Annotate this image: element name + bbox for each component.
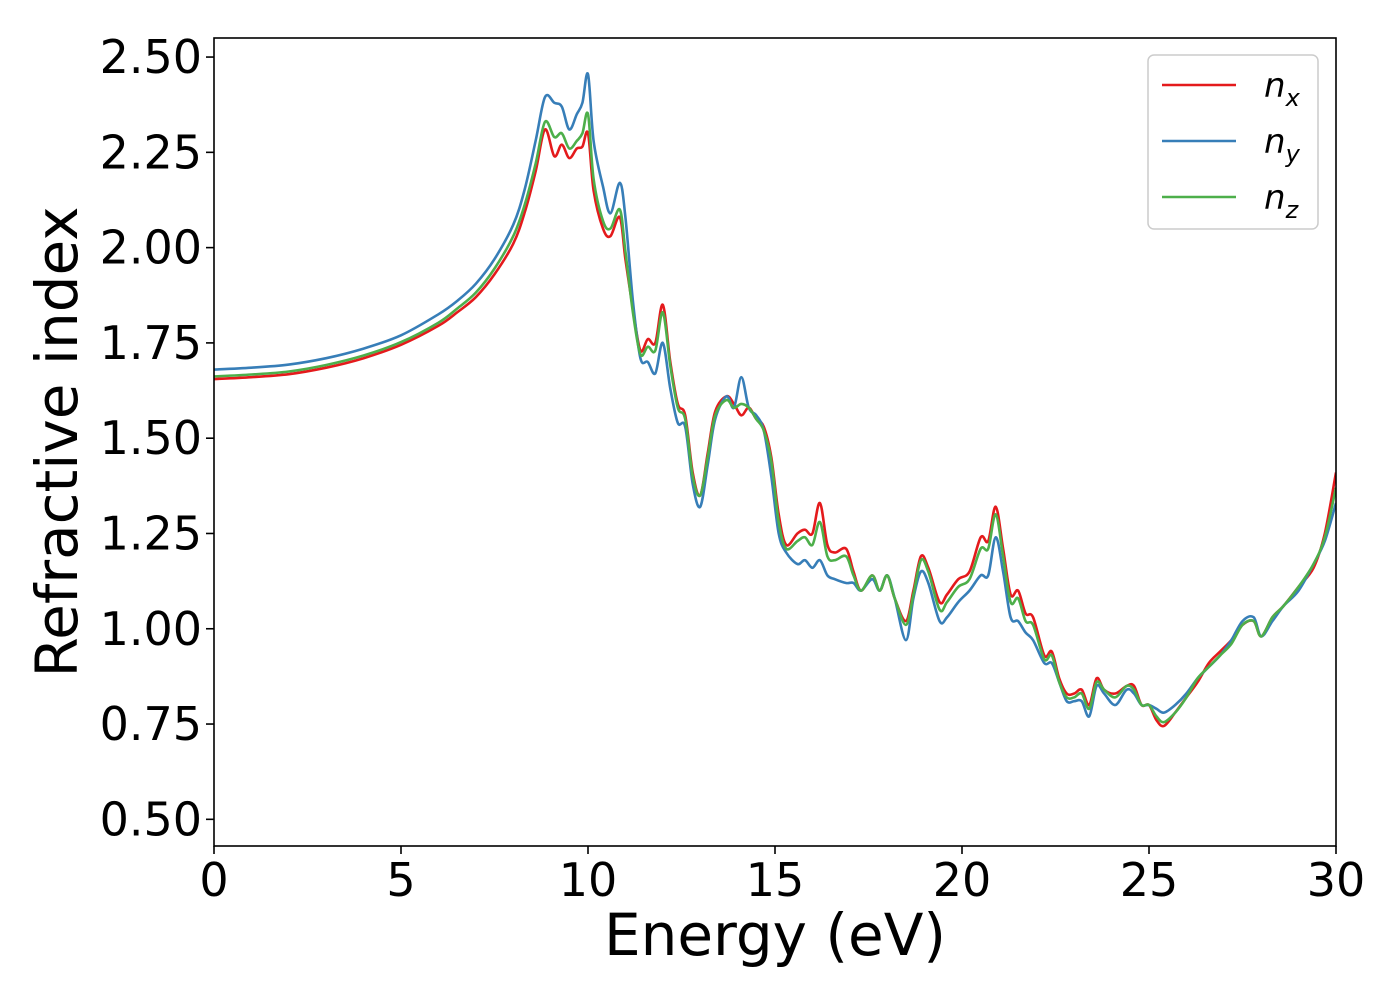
x-tick-label: 15 [746, 853, 805, 907]
legend-label-main: n [1264, 178, 1286, 218]
y-tick-label: 1.75 [100, 316, 202, 370]
y-tick-label: 2.00 [100, 221, 202, 275]
series-line-nz [214, 111, 1336, 724]
x-tick-label: 5 [386, 853, 415, 907]
legend-label-nz: nz [1264, 178, 1300, 224]
y-tick-label: 0.75 [100, 697, 202, 751]
series-layer [214, 72, 1336, 728]
x-tick-label: 20 [933, 853, 992, 907]
legend-label-main: n [1264, 66, 1286, 106]
y-tick-label: 0.50 [100, 792, 202, 846]
y-tick-label: 1.25 [100, 506, 202, 560]
x-tick-label: 25 [1120, 853, 1179, 907]
y-tick-label: 1.50 [100, 411, 202, 465]
legend-label-sub: z [1285, 196, 1300, 224]
legend-label-sub: x [1285, 84, 1301, 112]
legend-label-main: n [1264, 122, 1286, 162]
y-tick-label: 2.50 [100, 30, 202, 84]
x-tick-label: 0 [199, 853, 228, 907]
legend-label-nx: nx [1264, 66, 1301, 112]
x-tick-label: 30 [1307, 853, 1366, 907]
y-tick-label: 2.25 [100, 125, 202, 179]
x-tick-label: 10 [559, 853, 618, 907]
y-axis-title: Refractive index [23, 206, 91, 677]
y-tick-label: 1.00 [100, 602, 202, 656]
x-axis-title: Energy (eV) [604, 901, 946, 969]
y-axis: 0.50 0.75 1.00 1.25 1.50 1.75 2.00 2.25 2.50 [100, 30, 214, 846]
x-axis: 0 5 10 15 20 25 30 [199, 846, 1365, 907]
legend-label-sub: y [1285, 140, 1301, 168]
legend-label-ny: ny [1264, 122, 1301, 168]
